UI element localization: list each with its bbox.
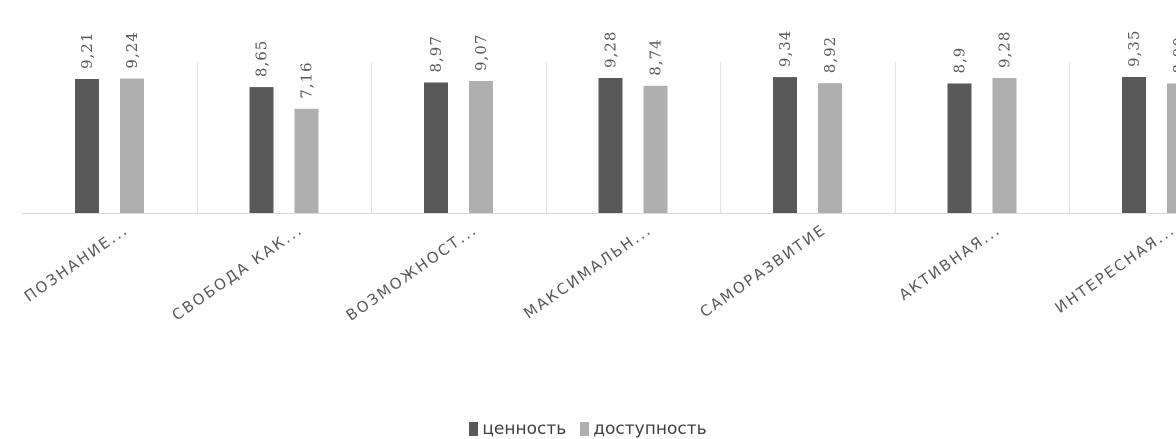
- legend-label: ценность: [482, 419, 567, 439]
- bars: [75, 77, 1176, 213]
- bar-value: [424, 82, 448, 213]
- legend-swatch: [580, 422, 590, 436]
- bar-value: [249, 87, 274, 213]
- category-label: МАКСИМАЛЬН...: [520, 221, 655, 323]
- data-label: 9,21: [78, 32, 96, 69]
- data-label: 8,9: [951, 47, 969, 74]
- legend-swatch: [469, 422, 479, 436]
- data-label: 7,16: [298, 61, 316, 98]
- data-label: 9,07: [472, 34, 490, 71]
- bar-value: [75, 79, 99, 213]
- bar-availability: [992, 78, 1017, 213]
- bar-value: [947, 83, 972, 213]
- data-label: 9,34: [776, 30, 794, 67]
- category-label: ВОЗМОЖНОСТ...: [343, 221, 481, 325]
- category-label: ИНТЕРЕСНАЯ...: [1052, 221, 1176, 317]
- data-label: 8,90: [1170, 36, 1176, 73]
- bar-value: [1122, 77, 1146, 213]
- category-label: САМОРАЗВИТИЕ: [697, 221, 830, 322]
- data-label: 9,28: [996, 31, 1014, 68]
- legend-item-series-1: ценность: [469, 420, 566, 438]
- data-label: 8,97: [427, 35, 445, 72]
- legend: ценность доступность: [0, 420, 1176, 438]
- bar-availability: [643, 85, 668, 213]
- category-separators: [197, 62, 1070, 213]
- data-label: 8,65: [253, 40, 271, 77]
- bar-value: [598, 78, 623, 213]
- data-label: 8,74: [647, 38, 665, 75]
- legend-item-series-2: доступность: [580, 419, 707, 439]
- bar-value: [773, 77, 797, 213]
- category-label: АКТИВНАЯ...: [896, 221, 1005, 304]
- bar-availability: [1167, 83, 1176, 213]
- category-label: ПОЗНАНИЕ...: [21, 221, 132, 306]
- bar-availability: [818, 83, 842, 213]
- data-label: 9,28: [602, 31, 620, 68]
- category-tick-labels: ПОЗНАНИЕ... СВОБОДА КАК... ВОЗМОЖНОСТ... МА…: [21, 221, 1176, 325]
- bar-availability: [469, 81, 493, 213]
- bar-availability: [294, 108, 319, 213]
- bar-availability: [120, 78, 144, 213]
- legend-label: доступность: [593, 419, 707, 439]
- category-label: СВОБОДА КАК...: [169, 221, 307, 325]
- data-label: 9,35: [1125, 30, 1143, 67]
- data-label: 9,24: [123, 31, 141, 68]
- data-label: 8,92: [821, 36, 839, 73]
- data-labels: 9,21 9,24 8,65 7,16 8,97 9,07 9,28 8,74 9,34 8,92…: [78, 30, 1176, 99]
